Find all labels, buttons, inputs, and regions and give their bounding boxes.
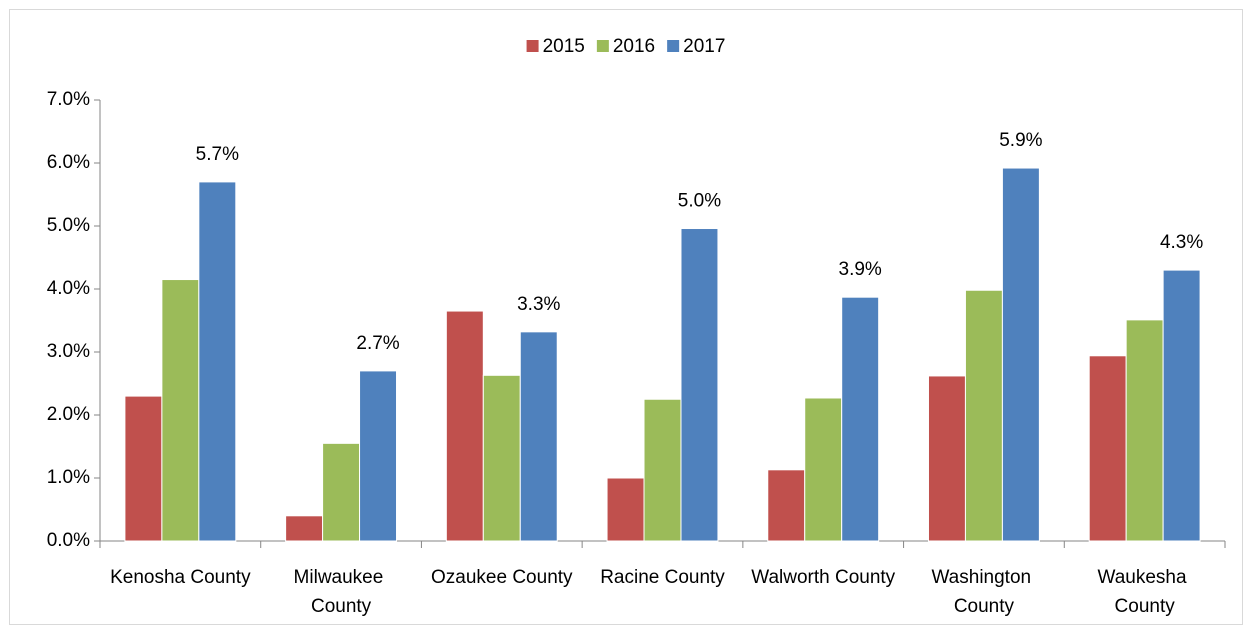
bar	[285, 515, 324, 542]
bar	[1001, 167, 1040, 542]
data-label: 3.3%	[517, 294, 560, 315]
legend-label: 2016	[613, 36, 655, 57]
bar	[1125, 319, 1164, 542]
x-tick-label: Kenosha County	[110, 567, 251, 588]
x-tick-label: Ozaukee County	[431, 567, 573, 588]
bar	[519, 331, 558, 542]
bar	[841, 296, 880, 542]
legend-swatch	[667, 40, 680, 52]
bar	[322, 442, 361, 542]
y-tick-label: 7.0%	[47, 89, 90, 110]
y-tick-label: 3.0%	[47, 341, 90, 362]
x-tick-label: Walworth County	[751, 567, 895, 588]
y-tick-label: 6.0%	[47, 152, 90, 173]
bar	[606, 477, 645, 542]
data-label: 5.7%	[196, 144, 239, 165]
y-tick-label: 1.0%	[47, 467, 90, 488]
x-tick-label: Washington County	[931, 567, 1036, 617]
y-tick-label: 5.0%	[47, 215, 90, 236]
legend-swatch	[526, 40, 539, 52]
bar	[804, 397, 843, 542]
y-tick-label: 2.0%	[47, 404, 90, 425]
bar	[680, 228, 719, 542]
data-label: 5.9%	[999, 130, 1042, 151]
bar	[1162, 269, 1201, 542]
x-tick-label: Racine County	[600, 567, 725, 588]
x-tick-label: Waukesha County	[1097, 567, 1191, 617]
y-tick-label: 0.0%	[47, 530, 90, 551]
bar	[767, 469, 806, 542]
data-label: 2.7%	[356, 333, 399, 354]
bar	[359, 370, 398, 542]
bar	[1088, 355, 1127, 542]
bar	[124, 395, 163, 542]
bar	[198, 181, 237, 542]
legend-label: 2017	[683, 36, 725, 57]
bar	[927, 375, 966, 542]
data-label: 4.3%	[1160, 232, 1203, 253]
y-tick-label: 4.0%	[47, 278, 90, 299]
bar	[161, 279, 200, 542]
bar	[445, 310, 484, 542]
bar	[964, 289, 1003, 542]
legend-label: 2015	[543, 36, 585, 57]
data-label: 3.9%	[839, 259, 882, 280]
x-tick-label: Milwaukee County	[294, 567, 389, 617]
legend-swatch	[596, 40, 609, 52]
bar	[482, 374, 521, 542]
bar	[643, 398, 682, 542]
data-label: 5.0%	[678, 191, 721, 212]
